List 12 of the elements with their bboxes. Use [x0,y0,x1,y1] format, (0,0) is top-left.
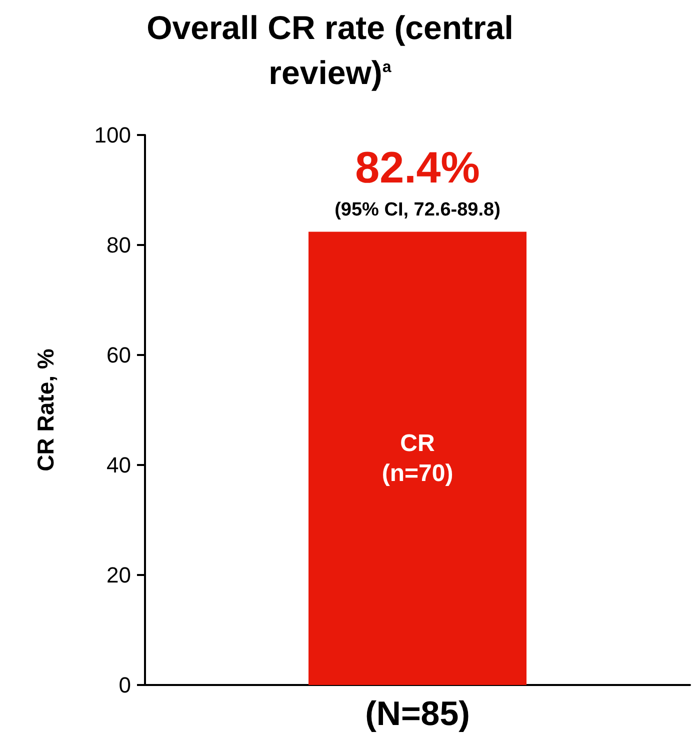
y-tick-label: 20 [106,562,131,588]
y-tick-label: 40 [106,452,131,478]
x-tick-label: (N=85) [365,695,470,733]
chart-title: Overall CR rate (central review)$^{a}$ [146,8,514,93]
y-tick-label: 60 [106,342,131,368]
data-label: 82.4% [355,143,480,192]
y-tick-label: 80 [106,232,131,258]
annotation: CR (n=70) [382,430,454,487]
y-tick-label: 100 [94,122,131,148]
y-axis-title: CR Rate, % [32,348,58,472]
y-tick-label: 0 [118,672,131,698]
annotation: (95% CI, 72.6-89.8) [334,199,500,220]
